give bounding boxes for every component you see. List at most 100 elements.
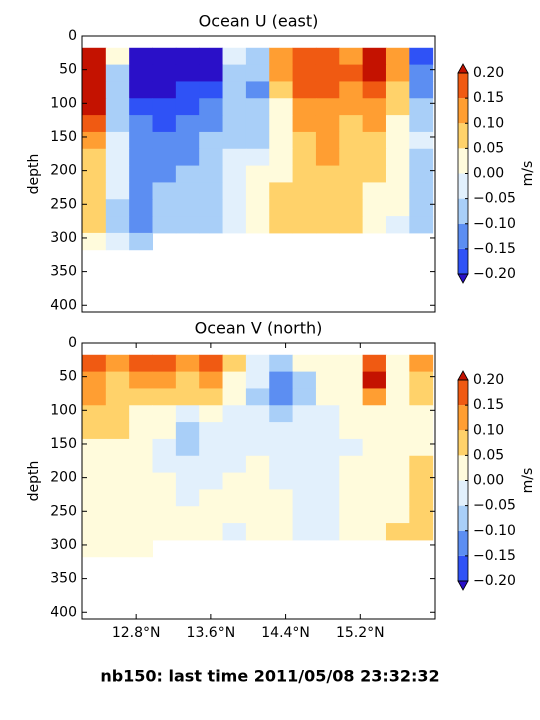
contour-cell: [199, 165, 224, 183]
contour-cell: [269, 489, 294, 507]
contour-cell: [362, 98, 387, 116]
contour-cell: [175, 131, 200, 150]
contour-cell: [199, 64, 224, 82]
contour-cell: [199, 98, 224, 116]
contour-cell: [222, 523, 247, 541]
contour-cell: [409, 405, 434, 423]
contour-cell: [269, 165, 294, 183]
contour-cell: [129, 216, 154, 234]
contour-cell: [82, 182, 107, 200]
colorbar-band: [458, 248, 468, 274]
colorbar-tick-label: −0.15: [473, 548, 516, 564]
contour-cell: [292, 216, 317, 234]
contour-cell: [362, 405, 387, 423]
contour-cell: [245, 182, 270, 200]
contour-cell: [339, 131, 364, 150]
contour-cell: [269, 371, 294, 389]
contour-cell: [175, 405, 200, 423]
contour-cell: [152, 422, 177, 440]
colorbar-tick-label: 0.05: [473, 447, 504, 463]
contour-cell: [409, 81, 434, 99]
contour-cell: [362, 199, 387, 217]
colorbar-band: [458, 223, 468, 249]
contour-cell: [199, 182, 224, 200]
contour-cell: [175, 388, 200, 406]
contour-cell: [315, 182, 340, 200]
chart-title: Ocean V (north): [195, 319, 323, 338]
colorbar-tick-label: 0.10: [473, 422, 504, 438]
contour-cell: [339, 371, 364, 389]
contour-cell: [199, 523, 224, 541]
contour-cell: [199, 489, 224, 507]
contour-cell: [315, 165, 340, 183]
colorbar-tick-label: 0.20: [473, 372, 504, 388]
contour-cell: [199, 422, 224, 440]
contour-cell: [269, 422, 294, 440]
contour-cell: [105, 438, 130, 457]
contour-cell: [222, 506, 247, 524]
contour-cell: [315, 472, 340, 490]
contour-cell: [315, 506, 340, 524]
contour-cell: [315, 47, 340, 66]
contour-cell: [199, 47, 224, 66]
contour-cell: [129, 371, 154, 389]
contour-cell: [409, 438, 434, 457]
contour-cell: [82, 232, 107, 251]
contour-cell: [409, 506, 434, 524]
contour-cell: [362, 47, 387, 66]
contour-cell: [245, 81, 270, 99]
y-tick-label: 50: [59, 369, 77, 385]
contour-cell: [385, 64, 410, 82]
contour-cell: [129, 455, 154, 474]
contour-cell: [82, 148, 107, 167]
x-tick-label: 12.8°N: [112, 625, 161, 641]
contour-cell: [82, 455, 107, 474]
contour-cell: [105, 506, 130, 524]
contour-cell: [199, 472, 224, 490]
contour-cell: [269, 354, 294, 373]
contour-cell: [105, 523, 130, 541]
contour-cell: [339, 422, 364, 440]
colorbar-band: [458, 380, 468, 406]
contour-cell: [245, 64, 270, 82]
contour-cell: [175, 438, 200, 457]
contour-cell: [152, 165, 177, 183]
contour-cell: [315, 438, 340, 457]
contour-cell: [199, 438, 224, 457]
contour-cell: [152, 506, 177, 524]
contour-cell: [105, 455, 130, 474]
contour-cell: [82, 98, 107, 116]
contour-cell: [152, 182, 177, 200]
contour-cell: [409, 47, 434, 66]
colorbar-tick-label: −0.20: [473, 266, 516, 282]
colorbar-band: [458, 505, 468, 531]
y-tick-label: 100: [50, 95, 77, 111]
contour-cell: [152, 455, 177, 474]
contour-cell: [152, 523, 177, 541]
contour-cell: [105, 182, 130, 200]
contour-cell: [105, 216, 130, 234]
contour-cell: [385, 199, 410, 217]
contour-cell: [362, 388, 387, 406]
contour-cell: [409, 371, 434, 389]
contour-cell: [362, 422, 387, 440]
contour-cell: [82, 523, 107, 541]
contour-cell: [129, 354, 154, 373]
contour-cell: [315, 81, 340, 99]
contour-cell: [222, 216, 247, 234]
y-tick-label: 200: [50, 470, 77, 486]
contour-cell: [315, 489, 340, 507]
contour-cell: [152, 131, 177, 150]
contour-cell: [222, 165, 247, 183]
contour-cell: [245, 371, 270, 389]
contour-cell: [269, 388, 294, 406]
contour-cell: [199, 455, 224, 474]
colorbar-band: [458, 455, 468, 481]
contour-cell: [199, 371, 224, 389]
contour-cell: [175, 47, 200, 66]
contour-cell: [269, 81, 294, 99]
contour-cell: [362, 489, 387, 507]
contour-cell: [129, 148, 154, 167]
contour-cell: [245, 472, 270, 490]
contour-cell: [409, 182, 434, 200]
